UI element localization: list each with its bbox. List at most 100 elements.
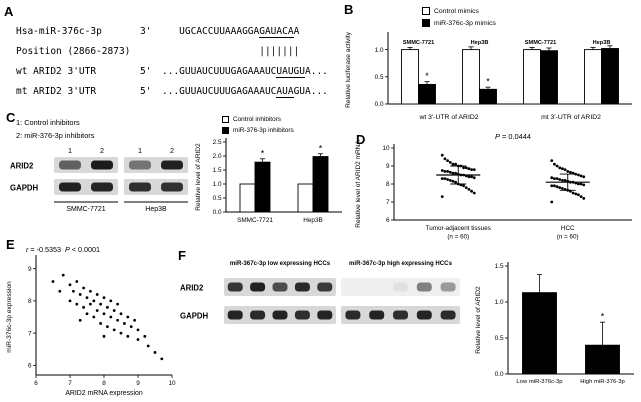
legend-label: miR-376-3p inhibitors: [233, 127, 294, 134]
svg-text:GAPDH: GAPDH: [180, 312, 209, 321]
svg-text:8: 8: [102, 380, 106, 387]
key-line-1: 1: Control inhibitors: [16, 118, 80, 127]
sequence-row-mt: mt ARID2 3'UTR 5' ...GUUAUCUUUGAGAAAUCAUAG…: [16, 82, 328, 102]
svg-text:miR-376c-3p expression: miR-376c-3p expression: [6, 281, 13, 353]
correlation-scatter-chart: 6 7 8 9 6 7 8 9 10 miR-376c-3p expression ARID2 mR…: [6, 255, 176, 397]
svg-text:Relative level of ARID2 mRNA: Relative level of ARID2 mRNA: [355, 140, 362, 228]
seq-segment: |||||||: [162, 46, 300, 57]
sequence-prime: 5': [140, 86, 152, 97]
svg-text:6: 6: [386, 217, 390, 224]
svg-text:1: 1: [138, 146, 142, 155]
svg-text:7: 7: [386, 199, 390, 206]
pvalue-symbol: P: [495, 132, 500, 141]
svg-text:6: 6: [28, 363, 32, 370]
correlation-stats: r = -0.5353 P < 0.0001: [26, 245, 100, 254]
luciferase-bar-chart: 0.0 0.5 1.0 Relative luciferase activity * SM…: [345, 31, 632, 121]
key-line-2: 2: miR-376-3p inhibitors: [16, 131, 95, 140]
pvalue-text: = 0.0444: [499, 132, 531, 141]
svg-text:2: 2: [170, 146, 174, 155]
panel-c-label: C: [6, 110, 16, 125]
blot-header-high: miR-367c-3p high expressing HCCs: [349, 260, 452, 267]
panel-a-label: A: [4, 4, 14, 19]
svg-text:(n = 60): (n = 60): [557, 234, 579, 241]
panel-e-label: E: [6, 237, 15, 252]
panel-e: E r = -0.5353 P < 0.0001 6 7 8 9 6 7 8 9 10 miR-3…: [2, 237, 178, 402]
panel-b-label: B: [344, 2, 354, 17]
svg-text:7: 7: [68, 380, 72, 387]
blot-header-low: miR-367c-3p low expressing HCCs: [229, 260, 331, 267]
legend-label: Control mimics: [434, 7, 479, 15]
panel-b-legend: Control mimics miR-376c-3p mimics: [422, 5, 496, 29]
sequence-prime: [140, 42, 162, 62]
legend-label: Control inhibitors: [233, 116, 281, 123]
svg-text:2.0: 2.0: [213, 153, 222, 160]
r-symbol: r: [26, 245, 29, 254]
seq-segment: GAUACA: [259, 26, 294, 38]
sequence-text: ...GUUAUCUUUGAGAAAUCUAUGUA...: [162, 62, 328, 82]
svg-text:SMMC-7721: SMMC-7721: [403, 40, 434, 46]
svg-text:Low miR-376c-3p: Low miR-376c-3p: [516, 379, 563, 385]
panel-f-blot: F miR-367c-3p low expressing HCCs miR-36…: [178, 246, 466, 366]
sequence-text: UGCACCUUAAAGGAGAUACAA: [162, 22, 299, 42]
p-symbol: P: [64, 245, 70, 254]
svg-text:1.0: 1.0: [495, 299, 504, 306]
svg-text:ARID2: ARID2: [10, 162, 34, 171]
sequence-row-mirna: Hsa-miR-376c-3p 3' UGCACCUUAAAGGAGAUACAA: [16, 22, 328, 42]
seq-segment: A...: [305, 66, 328, 77]
svg-text:10: 10: [382, 145, 390, 152]
western-blot-hcc: ARID2 GAPDH: [180, 278, 460, 324]
svg-text:SMMC-7721: SMMC-7721: [66, 206, 105, 213]
sequence-name: wt ARID2 3'UTR: [16, 66, 97, 77]
svg-text:10: 10: [168, 380, 176, 387]
svg-text:1.0: 1.0: [213, 181, 222, 188]
svg-text:HCC: HCC: [561, 225, 575, 232]
hcc-arid2-bar-chart: 0.0 0.5 1.0 1.5 Relative level of ARID2 Low m…: [475, 262, 634, 385]
svg-text:0.5: 0.5: [495, 335, 504, 342]
svg-text:Relative level of ARID2: Relative level of ARID2: [475, 286, 482, 354]
legend-item-inhibitors: miR-376-3p inhibitors: [222, 125, 294, 136]
svg-text:Relative level of ARID2: Relative level of ARID2: [195, 143, 202, 211]
svg-text:8: 8: [386, 181, 390, 188]
svg-text:GAPDH: GAPDH: [10, 184, 39, 193]
svg-text:0.5: 0.5: [213, 195, 222, 202]
legend-item-control-mimics: Control mimics: [422, 5, 496, 17]
seq-segment: ...GUUAUCUUUGAGAAAUC: [162, 86, 277, 97]
svg-text:mt 3'-UTR of ARID2: mt 3'-UTR of ARID2: [541, 114, 601, 121]
arid2-level-bar-chart: 0.0 0.5 1.0 1.5 2.0 2.5 Relative level of ARID…: [195, 138, 342, 224]
svg-text:0.0: 0.0: [375, 101, 384, 108]
svg-text:1.0: 1.0: [375, 47, 384, 54]
legend-swatch-white: [422, 7, 430, 15]
svg-text:*: *: [261, 148, 265, 158]
pvalue-annotation: P = 0.0444: [394, 132, 632, 141]
seq-segment: A: [293, 26, 300, 37]
sequence-name: Position (2866-2873): [16, 46, 131, 57]
svg-text:1.5: 1.5: [495, 263, 504, 270]
panel-d: D P = 0.0444 6 7 8 9 10 Relative level of ARI…: [346, 128, 641, 246]
panel-f-label: F: [178, 248, 186, 263]
seq-segment: AUA: [276, 86, 294, 98]
legend-item-mimics: miR-376c-3p mimics: [422, 17, 496, 29]
svg-text:Hep3B: Hep3B: [145, 206, 167, 213]
svg-text:9: 9: [136, 380, 140, 387]
sequence-name: mt ARID2 3'UTR: [16, 86, 97, 97]
panel-b: B Control mimics miR-376c-3p mimics 0.0 0…: [338, 0, 641, 142]
svg-text:SMMC-7721: SMMC-7721: [525, 40, 556, 46]
legend-swatch-white: [222, 116, 229, 123]
mrna-scatter-chart: 6 7 8 9 10 Relative level of ARID2 mRNA Tumor-…: [355, 140, 632, 241]
svg-text:ARID2: ARID2: [180, 284, 204, 293]
svg-text:wt 3'-UTR of ARID2: wt 3'-UTR of ARID2: [418, 114, 478, 121]
svg-text:Hep3B: Hep3B: [303, 217, 323, 224]
panel-d-label: D: [356, 132, 366, 147]
sequence-row-position: Position (2866-2873) |||||||: [16, 42, 328, 62]
svg-text:9: 9: [28, 266, 32, 273]
svg-text:9: 9: [386, 163, 390, 170]
svg-text:Hep3B: Hep3B: [593, 40, 611, 46]
sequence-row-wt: wt ARID2 3'UTR 5' ...GUUAUCUUUGAGAAAUCUAUG…: [16, 62, 328, 82]
svg-text:(n = 60): (n = 60): [447, 234, 469, 241]
r-value: = -0.5353: [28, 245, 61, 254]
sequence-alignment: Hsa-miR-376c-3p 3' UGCACCUUAAAGGAGAUACAA …: [16, 22, 328, 102]
panel-a: A Hsa-miR-376c-3p 3' UGCACCUUAAAGGAGAUACA…: [2, 4, 338, 108]
svg-text:0.0: 0.0: [213, 209, 222, 216]
pairing-bars: |||||||: [162, 42, 299, 62]
